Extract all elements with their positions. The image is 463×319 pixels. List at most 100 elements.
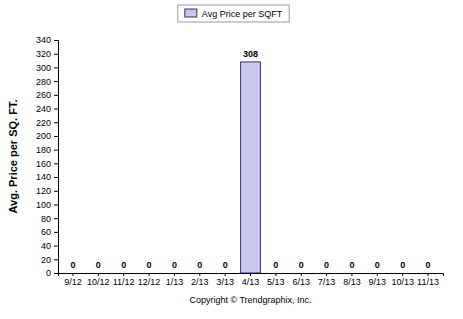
x-tick: 9/12 — [64, 273, 82, 287]
x-tick-label: 4/13 — [242, 277, 260, 287]
data-label: 0 — [121, 260, 126, 270]
y-tick-mark — [54, 273, 58, 274]
bars — [241, 62, 261, 273]
x-tick-label: 5/13 — [267, 277, 285, 287]
y-tick-label: 60 — [41, 227, 51, 237]
bar — [165, 273, 185, 274]
y-tick: 140 — [36, 172, 58, 182]
x-tick-mark — [301, 273, 302, 276]
y-tick-mark — [54, 218, 58, 219]
data-label: 0 — [70, 260, 75, 270]
y-tick: 180 — [36, 145, 58, 155]
data-label: 0 — [426, 260, 431, 270]
bar — [418, 273, 438, 274]
y-tick-label: 120 — [36, 186, 51, 196]
y-tick-mark — [54, 177, 58, 178]
y-tick-label: 180 — [36, 145, 51, 155]
x-tick-label: 10/12 — [87, 277, 110, 287]
x-tick-mark — [72, 273, 73, 276]
x-tick: 4/13 — [242, 273, 260, 287]
x-tick-label: 11/13 — [417, 277, 439, 287]
data-label: 0 — [172, 260, 177, 270]
x-tick-label: 3/13 — [216, 277, 234, 287]
bar — [63, 273, 83, 274]
y-tick-mark — [54, 136, 58, 137]
x-tick-mark — [199, 273, 200, 276]
bar — [139, 273, 159, 274]
legend-swatch — [185, 9, 197, 17]
y-tick-mark — [54, 95, 58, 96]
y-tick: 60 — [41, 227, 58, 237]
x-tick-label: 7/13 — [318, 277, 336, 287]
data-label: 0 — [349, 260, 354, 270]
y-tick-mark — [54, 81, 58, 82]
y-tick-mark — [54, 67, 58, 68]
x-tick-mark — [174, 273, 175, 276]
bar — [317, 273, 337, 274]
y-tick: 260 — [36, 90, 58, 100]
legend-item: Avg Price per SQFT — [185, 9, 283, 19]
y-tick: 280 — [36, 76, 58, 86]
y-tick-mark — [54, 204, 58, 205]
data-label: 0 — [324, 260, 329, 270]
data-label: 0 — [400, 260, 405, 270]
x-axis: 9/1210/1211/1212/121/132/133/134/135/136… — [59, 273, 444, 287]
y-tick-label: 0 — [46, 268, 51, 278]
bar — [88, 273, 108, 274]
y-tick: 100 — [36, 200, 58, 210]
y-tick-label: 220 — [36, 118, 51, 128]
bar — [190, 273, 210, 274]
y-tick-label: 80 — [41, 214, 51, 224]
y-tick-mark — [54, 150, 58, 151]
x-tick: 10/13 — [391, 273, 414, 287]
y-tick-mark — [54, 259, 58, 260]
y-tick-label: 160 — [36, 159, 51, 169]
x-tick-label: 11/12 — [113, 277, 135, 287]
y-tick: 320 — [36, 49, 58, 59]
y-tick-mark — [54, 122, 58, 123]
x-tick-label: 6/13 — [292, 277, 310, 287]
bar — [215, 273, 235, 274]
bar — [241, 62, 261, 273]
data-label: 0 — [299, 260, 304, 270]
y-tick: 120 — [36, 186, 58, 196]
y-tick: 80 — [41, 214, 58, 224]
y-tick: 0 — [46, 268, 58, 278]
y-axis-line — [54, 41, 59, 274]
x-tick-label: 9/13 — [369, 277, 387, 287]
x-tick-label: 8/13 — [343, 277, 361, 287]
y-tick: 20 — [41, 255, 58, 265]
legend-label: Avg Price per SQFT — [202, 9, 283, 19]
x-tick: 6/13 — [292, 273, 310, 287]
y-tick: 40 — [41, 241, 58, 251]
y-tick-label: 340 — [36, 35, 51, 45]
bar — [114, 273, 134, 274]
data-label: 0 — [96, 260, 101, 270]
x-tick-label: 9/12 — [64, 277, 82, 287]
y-tick-label: 20 — [41, 255, 51, 265]
x-tick-mark — [377, 273, 378, 276]
x-tick-label: 1/13 — [166, 277, 184, 287]
legend-box — [178, 5, 289, 22]
x-tick-mark — [225, 273, 226, 276]
y-tick: 200 — [36, 131, 58, 141]
y-tick-label: 280 — [36, 76, 51, 86]
y-tick-label: 200 — [36, 131, 51, 141]
y-tick-mark — [54, 232, 58, 233]
x-tick-mark — [402, 273, 403, 276]
x-tick-mark — [351, 273, 352, 276]
data-label: 0 — [147, 260, 152, 270]
plot: 0 20 40 60 80 100 120 140 160 180 200 220 240 260 280 3… — [36, 35, 444, 287]
data-label: 0 — [375, 260, 380, 270]
y-tick: 340 — [36, 35, 58, 45]
y-axis: 0 20 40 60 80 100 120 140 160 180 200 220 240 260 280 3… — [36, 35, 59, 278]
y-tick-label: 40 — [41, 241, 51, 251]
x-tick: 11/12 — [113, 273, 135, 287]
data-label: 0 — [197, 260, 202, 270]
y-tick-label: 240 — [36, 104, 51, 114]
data-label: 0 — [273, 260, 278, 270]
x-tick-mark — [275, 273, 276, 276]
y-tick-label: 300 — [36, 63, 51, 73]
bar — [342, 273, 362, 274]
x-tick-mark — [428, 273, 429, 276]
